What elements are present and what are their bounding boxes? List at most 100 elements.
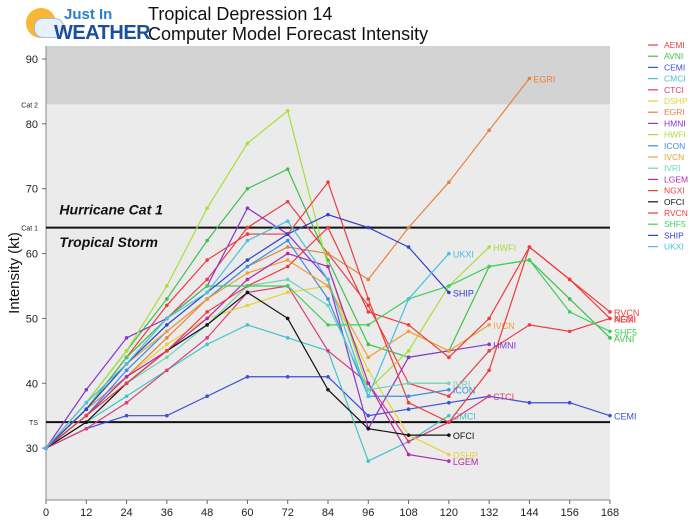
data-point (487, 316, 491, 321)
data-point (447, 394, 451, 399)
data-point (447, 387, 451, 392)
region-label: Tropical Storm (59, 234, 158, 250)
data-point (84, 407, 89, 412)
data-point (285, 316, 290, 321)
data-point (205, 206, 209, 210)
data-point (366, 459, 371, 463)
data-point (527, 258, 532, 262)
data-point (124, 368, 129, 373)
x-tick-label: 12 (80, 507, 92, 519)
data-point (326, 387, 330, 392)
data-point (447, 284, 451, 288)
x-tick-label: 0 (43, 507, 49, 519)
data-point (124, 362, 129, 366)
data-point (447, 433, 451, 437)
series-end-label: OFCI (453, 431, 475, 441)
chart-subtitle: Computer Model Forecast Intensity (148, 24, 429, 44)
y-tick-label: 50 (26, 313, 38, 325)
data-point (165, 329, 169, 334)
series-end-label: NGXI (614, 314, 636, 324)
data-point (285, 219, 290, 223)
data-point (406, 245, 411, 249)
data-point (124, 381, 129, 386)
data-point (245, 277, 250, 282)
series-end-label: CTCI (493, 392, 514, 402)
data-point (285, 109, 290, 113)
data-point (165, 323, 169, 327)
data-point (205, 316, 209, 321)
data-point (406, 225, 411, 230)
data-point (285, 232, 290, 236)
data-point (608, 329, 612, 334)
legend-entry: RVCN (664, 208, 688, 218)
data-point (205, 297, 209, 301)
threshold-label: Cat 1 (21, 226, 38, 233)
data-point (366, 368, 371, 373)
data-point (124, 394, 129, 399)
legend-entry: UKXI (664, 242, 684, 252)
logo-line-2: WEATHER (54, 22, 151, 44)
data-point (205, 342, 209, 347)
cat2-band (46, 46, 610, 105)
data-point (326, 264, 330, 269)
data-point (285, 245, 290, 249)
data-point (124, 400, 129, 405)
just-in-weather-logo: Just In WEATHER (24, 6, 151, 46)
x-tick-label: 36 (161, 507, 173, 519)
x-tick-label: 108 (399, 507, 417, 519)
data-point (285, 167, 290, 172)
data-point (245, 303, 250, 308)
data-point (447, 400, 451, 405)
data-point (406, 433, 411, 437)
data-point (406, 323, 411, 327)
cloud-icon (34, 18, 64, 38)
data-point (366, 303, 371, 308)
data-point (527, 76, 532, 81)
data-point (406, 381, 411, 386)
data-point (567, 297, 572, 301)
data-point (245, 374, 250, 379)
y-tick-label: 30 (26, 443, 38, 455)
data-point (245, 258, 250, 262)
data-point (406, 400, 411, 405)
data-point (487, 368, 491, 373)
data-point (165, 413, 169, 418)
legend-entry: AEMI (664, 40, 685, 50)
data-point (44, 446, 48, 450)
legend-entry: DSHP (664, 96, 688, 106)
x-tick-label: 24 (120, 507, 132, 519)
data-point (366, 225, 371, 230)
data-point (205, 258, 209, 262)
data-point (285, 199, 290, 204)
series-end-label: IVRI (453, 379, 471, 389)
data-point (285, 284, 290, 288)
legend-entry: IVCN (664, 152, 684, 162)
legend-entry: NGXI (664, 186, 685, 196)
data-point (205, 310, 209, 314)
legend-entry: EGRI (664, 107, 685, 117)
data-point (245, 186, 250, 191)
data-point (447, 420, 451, 424)
data-point (366, 342, 371, 347)
data-point (487, 394, 491, 399)
data-point (205, 238, 209, 243)
data-point (84, 420, 89, 424)
data-point (165, 303, 169, 308)
data-point (165, 368, 169, 373)
legend-entry: CEMI (664, 62, 685, 72)
data-point (406, 394, 411, 399)
threshold-label: Cat 2 (21, 102, 38, 109)
data-point (447, 349, 451, 353)
series-end-label: CMCI (453, 412, 476, 422)
data-point (487, 245, 491, 249)
y-tick-label: 40 (26, 378, 38, 390)
data-point (205, 277, 209, 282)
data-point (285, 238, 290, 243)
data-point (366, 381, 371, 386)
legend-entry: OFCI (664, 197, 684, 207)
data-point (285, 251, 290, 256)
data-point (285, 277, 290, 282)
data-point (285, 290, 290, 295)
data-point (406, 452, 411, 457)
